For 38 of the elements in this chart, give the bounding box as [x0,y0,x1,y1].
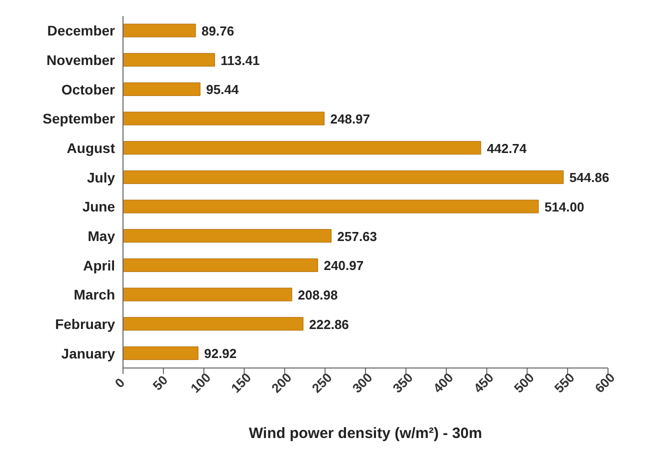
x-tick-label: 300 [349,370,376,396]
data-label: 544.86 [569,170,610,186]
x-tick-label: 100 [188,370,214,396]
x-tick-label: 350 [390,370,416,396]
y-tick-label: November [46,52,116,68]
data-label: 257.63 [337,228,378,244]
data-label: 442.74 [486,140,528,156]
x-tick-label: 550 [551,370,578,396]
y-tick-label: October [61,81,116,98]
y-tick-label: March [74,286,115,303]
y-tick-label: July [86,169,116,186]
x-tick-label: 450 [470,370,497,396]
y-tick-label: December [47,22,116,39]
data-label: 222.86 [309,316,349,332]
data-label: 248.97 [330,112,370,126]
x-tick-label: 50 [150,372,171,394]
x-tick-label: 250 [308,370,335,396]
x-tick-label: 600 [592,370,618,396]
x-tick-label: 400 [430,370,456,396]
y-tick-label: January [61,345,116,362]
y-tick-label: April [83,257,115,274]
y-tick-label: February [55,316,116,332]
y-tick-label: September [42,110,116,127]
y-tick-label: June [82,198,116,215]
data-label: 95.44 [206,82,240,98]
y-tick-label: May [88,228,116,244]
data-label: 208.98 [298,288,338,302]
data-label: 92.92 [204,346,237,362]
y-tick-label: August [66,140,116,156]
x-tick-label: 0 [112,374,128,391]
data-label: 240.97 [324,258,364,274]
x-tick-label: 500 [511,370,537,396]
data-label: 113.41 [220,52,260,68]
x-tick-label: 150 [228,370,254,396]
x-tick-label: 200 [268,370,294,396]
x-axis-title: Wind power density (w/m²) - 30m [248,425,482,442]
data-label: 514.00 [544,200,584,214]
data-label: 89.76 [202,24,234,38]
